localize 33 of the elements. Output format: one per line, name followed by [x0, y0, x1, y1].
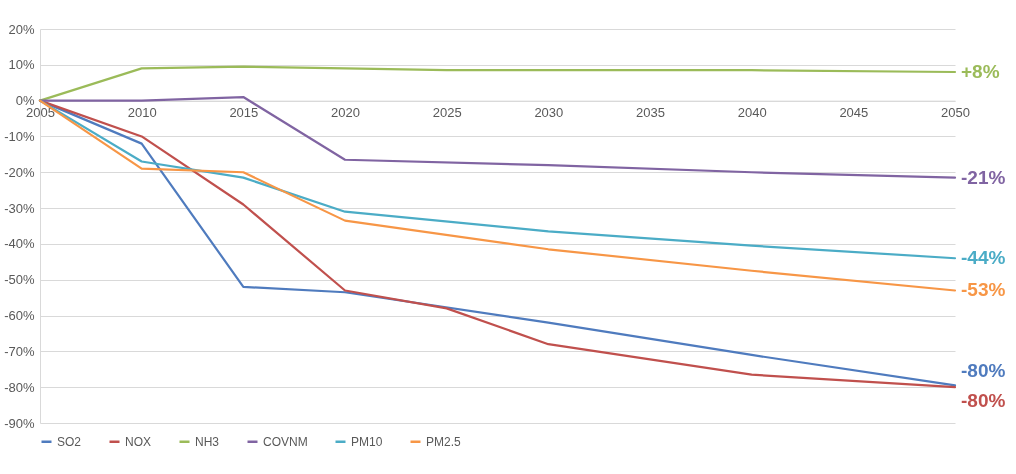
y-tick-label: -10% [4, 128, 35, 144]
x-tick-label: 2045 [839, 105, 869, 121]
y-tick-label: -30% [4, 200, 35, 216]
x-tick-label: 2020 [331, 105, 360, 121]
x-tick-label: 2025 [432, 105, 462, 121]
y-tick-label: -80% [4, 379, 35, 395]
x-tick-label: 2015 [229, 105, 259, 121]
text: -44% [961, 247, 1006, 269]
y-tick-label: -90% [4, 415, 35, 431]
text: -53% [961, 279, 1006, 301]
y-tick-label: 20% [8, 21, 35, 37]
y-tick-label: 10% [8, 57, 35, 73]
x-tick-label: 2035 [636, 105, 665, 121]
text: -80% [961, 360, 1006, 382]
y-tick-label: -20% [4, 164, 35, 180]
legend-label: NH3 [195, 434, 220, 449]
legend-label: PM2.5 [426, 434, 462, 449]
legend-label: PM10 [351, 434, 383, 449]
x-tick-label: 2050 [941, 105, 970, 121]
text: -80% [961, 390, 1006, 412]
x-tick-label: 2030 [534, 105, 564, 121]
text: +8% [961, 60, 1000, 82]
x-tick-label: 2040 [737, 105, 767, 121]
legend-label: COVNM [263, 434, 308, 449]
legend-label: NOX [125, 434, 152, 449]
x-tick-label: 2010 [127, 105, 157, 121]
line-series [38, 65, 957, 102]
text: -21% [961, 166, 1006, 188]
y-tick-label: -60% [4, 308, 35, 324]
y-tick-label: -70% [4, 343, 35, 359]
legend-label: SO2 [57, 434, 82, 449]
y-tick-label: -50% [4, 272, 35, 288]
y-tick-label: -40% [4, 236, 35, 252]
